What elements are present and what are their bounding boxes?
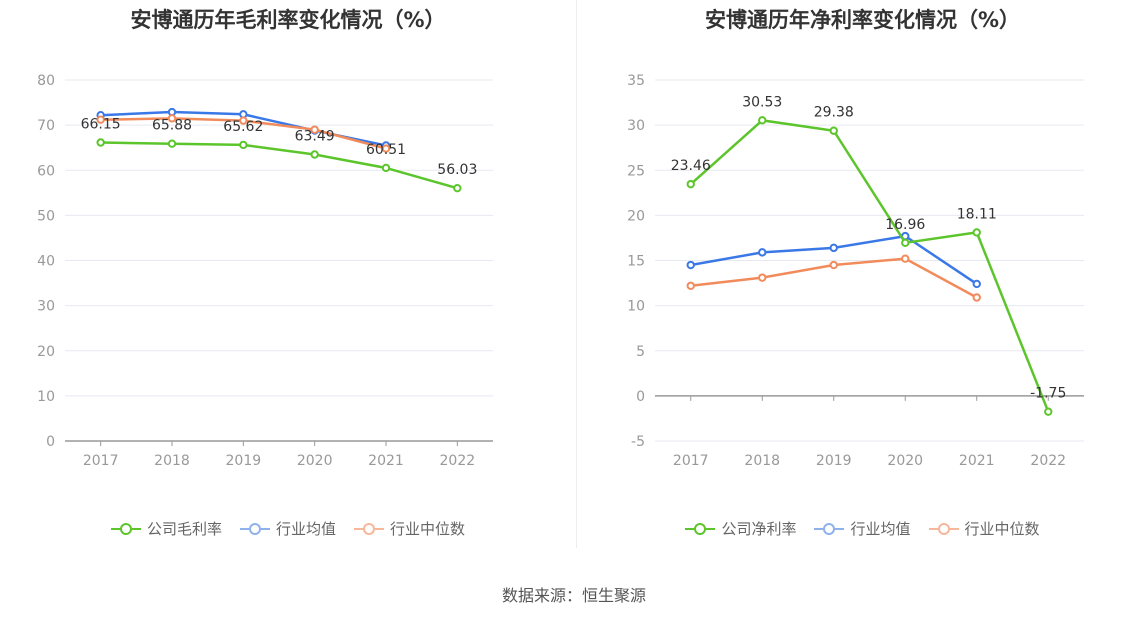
data-label: 23.46 bbox=[671, 158, 711, 174]
y-tick-label: 0 bbox=[46, 434, 55, 450]
data-point bbox=[972, 293, 981, 302]
data-point bbox=[310, 125, 319, 134]
data-point bbox=[901, 238, 910, 248]
x-tick-label: 2017 bbox=[83, 453, 119, 469]
y-tick-label: 25 bbox=[627, 163, 645, 179]
legend-line-icon bbox=[239, 522, 270, 536]
legend-label: 行业均值 bbox=[850, 520, 911, 538]
y-tick-label: -5 bbox=[631, 434, 645, 450]
data-point bbox=[239, 140, 248, 150]
panel-divider bbox=[576, 0, 577, 548]
chart-legend: 公司净利率 行业均值 行业中位数 bbox=[577, 518, 1148, 539]
y-tick-label: 35 bbox=[627, 73, 645, 89]
legend-label: 公司净利率 bbox=[721, 520, 797, 538]
legend-line-icon bbox=[354, 522, 384, 536]
gross-margin-chart: 0 10 20 30 40 50 60 70 80 2017 2018 2019 2020 2021 202… bbox=[37, 73, 493, 469]
data-label: 56.03 bbox=[437, 162, 477, 178]
x-tick-label: 2019 bbox=[816, 453, 852, 469]
x-tick-label: 2017 bbox=[673, 453, 709, 469]
legend-item-industry-median[interactable]: 行业中位数 bbox=[928, 518, 1040, 539]
gross-margin-chart-panel: 安博通历年毛利率变化情况（%） 0 10 20 30 40 50 60 70 80 2017 201… bbox=[0, 0, 576, 560]
legend-item-company[interactable]: 公司净利率 bbox=[685, 518, 796, 539]
x-tick-label: 2019 bbox=[226, 453, 262, 469]
x-tick-label: 2022 bbox=[440, 453, 476, 469]
data-point bbox=[829, 126, 838, 135]
data-label: 63.49 bbox=[295, 129, 335, 145]
data-point bbox=[686, 260, 695, 270]
net-margin-chart-panel: 安博通历年净利率变化情况（%） -5 0 5 10 15 20 25 30 35 2017 2018… bbox=[577, 0, 1148, 560]
data-point bbox=[686, 179, 695, 189]
legend-item-industry-median[interactable]: 行业中位数 bbox=[354, 518, 465, 539]
x-tick-label: 2020 bbox=[297, 453, 333, 469]
data-point bbox=[758, 248, 767, 257]
y-tick-label: 30 bbox=[37, 299, 55, 315]
data-label: -1.75 bbox=[1030, 386, 1066, 402]
data-label: 18.11 bbox=[957, 206, 997, 222]
data-point bbox=[381, 163, 391, 173]
x-tick-label: 2022 bbox=[1030, 453, 1066, 469]
data-point bbox=[310, 150, 319, 159]
legend-item-industry-mean[interactable]: 行业均值 bbox=[239, 518, 336, 539]
data-point bbox=[96, 138, 105, 147]
legend-line-icon bbox=[110, 522, 141, 536]
legend-line-icon bbox=[685, 522, 716, 536]
data-label: 16.96 bbox=[885, 217, 925, 233]
chart-legend: 公司毛利率 行业均值 行业中位数 bbox=[0, 518, 576, 539]
y-tick-label: 10 bbox=[627, 299, 645, 315]
data-label: 29.38 bbox=[814, 105, 854, 121]
series-line bbox=[689, 119, 1050, 413]
y-tick-label: 15 bbox=[627, 254, 645, 270]
y-tick-label: 20 bbox=[37, 344, 55, 360]
y-tick-label: 30 bbox=[627, 118, 645, 134]
data-label: 65.88 bbox=[152, 118, 192, 134]
legend-label: 公司毛利率 bbox=[146, 520, 222, 538]
x-tick-label: 2018 bbox=[154, 453, 190, 469]
legend-line-icon bbox=[928, 522, 959, 536]
data-point bbox=[167, 139, 177, 148]
chart-title: 安博通历年净利率变化情况（%） bbox=[704, 8, 1021, 32]
data-point bbox=[453, 183, 462, 193]
x-tick-label: 2018 bbox=[744, 453, 780, 469]
legend-label: 行业中位数 bbox=[390, 520, 466, 538]
data-point bbox=[758, 116, 767, 125]
data-point bbox=[758, 273, 767, 282]
data-point bbox=[972, 228, 981, 237]
data-point bbox=[239, 116, 248, 125]
data-point bbox=[829, 243, 838, 253]
data-point bbox=[901, 254, 910, 263]
data-source: 数据来源：恒生聚源 bbox=[501, 586, 646, 605]
data-point bbox=[829, 260, 838, 270]
data-point bbox=[167, 114, 177, 123]
data-point bbox=[686, 281, 695, 290]
y-tick-label: 70 bbox=[37, 118, 55, 134]
data-label: 66.15 bbox=[81, 116, 121, 132]
data-point bbox=[972, 279, 981, 289]
legend-item-industry-mean[interactable]: 行业均值 bbox=[814, 518, 911, 539]
legend-label: 行业中位数 bbox=[964, 520, 1040, 538]
x-tick-label: 2020 bbox=[887, 453, 923, 469]
legend-line-icon bbox=[814, 522, 845, 536]
data-point bbox=[381, 144, 391, 153]
data-label: 65.62 bbox=[223, 119, 263, 135]
y-tick-label: 40 bbox=[37, 254, 55, 270]
net-margin-chart: -5 0 5 10 15 20 25 30 35 2017 2018 2019 2020 2021 2022… bbox=[627, 73, 1084, 469]
y-tick-label: 5 bbox=[636, 344, 645, 360]
y-tick-label: 20 bbox=[627, 208, 645, 224]
y-tick-label: 60 bbox=[37, 163, 55, 179]
y-tick-label: 80 bbox=[37, 73, 55, 89]
legend-label: 行业均值 bbox=[275, 520, 336, 538]
x-tick-label: 2021 bbox=[959, 453, 995, 469]
data-label: 60.51 bbox=[366, 142, 406, 158]
y-tick-label: 0 bbox=[636, 389, 645, 405]
x-tick-label: 2021 bbox=[368, 453, 404, 469]
legend-item-company[interactable]: 公司毛利率 bbox=[110, 518, 222, 539]
y-tick-label: 50 bbox=[37, 208, 55, 224]
y-tick-label: 10 bbox=[37, 389, 55, 405]
series-line bbox=[100, 141, 458, 190]
data-label: 30.53 bbox=[742, 94, 782, 110]
data-point bbox=[96, 115, 105, 124]
data-point bbox=[1044, 407, 1053, 416]
chart-title: 安博通历年毛利率变化情况（%） bbox=[130, 8, 446, 32]
